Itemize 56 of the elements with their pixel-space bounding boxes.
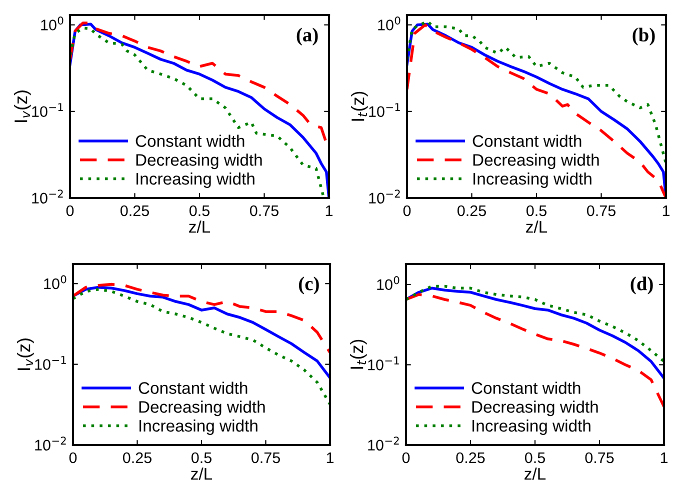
legend-label: Decreasing width: [139, 400, 265, 416]
x-tick-label: 1: [660, 452, 668, 464]
x-tick-label: 0.75: [586, 205, 616, 216]
y-tick-label: 10$^{−1}$: [35, 356, 66, 370]
y-tick-label: 10$^{−1}$: [32, 103, 63, 118]
y-axis-title: I$_{t}$(z): [350, 340, 367, 369]
legend-label: Constant width: [136, 134, 244, 147]
x-tick-label: 1: [662, 206, 670, 216]
x-tick-label: 0.5: [191, 452, 212, 464]
y-tick-label: 10$^{−2}$: [32, 190, 63, 204]
legend-label: Increasing width: [472, 419, 590, 435]
x-tick-label: 1: [326, 452, 334, 464]
x-axis-title: z/L: [524, 468, 546, 480]
x-tick-label: 0.75: [251, 452, 280, 464]
y-tick-label: 10$^{0}$: [41, 16, 64, 30]
x-tick-label: 0.5: [526, 205, 546, 216]
y-tick-label: 10$^{0}$: [377, 276, 400, 290]
legend-label: Constant width: [138, 382, 248, 394]
y-axis-title: I$_{v}$(z): [14, 90, 31, 122]
x-tick-label: 0.25: [120, 205, 149, 216]
x-tick-label: 1: [326, 206, 333, 216]
legend-label: Decreasing width: [472, 400, 598, 416]
y-tick-label: 10$^{−1}$: [369, 103, 400, 118]
y-tick-label: 10$^{0}$: [378, 16, 400, 30]
y-tick-label: 10$^{−2}$: [369, 190, 400, 204]
legend-label: Constant width: [472, 382, 580, 394]
x-tick-label: 0.75: [250, 205, 278, 216]
x-tick-label: 0.25: [122, 452, 152, 464]
annotation: (c): [298, 276, 319, 294]
x-tick-label: 0: [402, 452, 410, 464]
legend-label: Increasing width: [474, 172, 592, 188]
legend-label: Constant width: [472, 134, 582, 147]
y-axis-title: I$_{v}$(z): [17, 338, 34, 370]
y-tick-label: 10$^{−2}$: [35, 436, 66, 451]
legend-label: Decreasing width: [473, 154, 599, 170]
x-tick-label: 0.5: [524, 452, 545, 464]
x-tick-label: 0.25: [456, 452, 485, 464]
annotation: (b): [632, 28, 655, 46]
y-tick-label: 10$^{−1}$: [368, 356, 399, 370]
x-axis-title: z/L: [191, 468, 212, 480]
y-tick-label: 10$^{−2}$: [368, 436, 399, 451]
x-tick-label: 0: [403, 205, 411, 216]
x-tick-label: 0.25: [457, 205, 486, 216]
x-tick-label: 0.75: [585, 452, 614, 464]
legend-label: Increasing width: [136, 172, 254, 188]
y-axis-title: I$_{t}$(z): [351, 92, 368, 121]
x-tick-label: 0.5: [189, 205, 210, 216]
legend-label: Decreasing width: [136, 154, 262, 170]
x-axis-title: z/L: [526, 220, 548, 233]
y-tick-label: 10$^{0}$: [44, 275, 66, 290]
x-axis-title: z/L: [189, 220, 210, 233]
x-tick-label: 0: [69, 452, 77, 464]
legend-label: Increasing width: [140, 419, 258, 435]
x-tick-label: 0: [66, 205, 74, 216]
annotation: (d): [630, 276, 653, 294]
annotation: (a): [296, 28, 318, 46]
